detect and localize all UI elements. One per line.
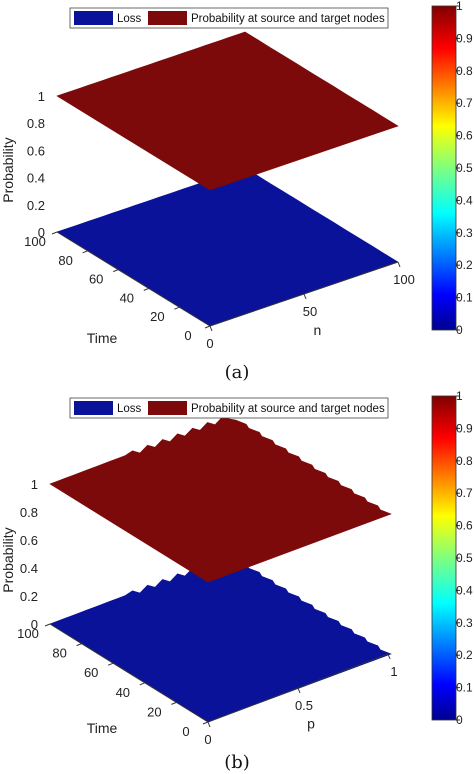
colorbar-tick-label: 1	[456, 389, 463, 403]
colorbar-tick-label: 1	[456, 0, 463, 13]
colorbar-tick-label: 0.8	[456, 64, 473, 78]
prob-tick-label: 0.2	[20, 589, 38, 604]
colorbar-tick-label: 0	[456, 323, 463, 337]
prob-tick-label: 0.8	[27, 116, 45, 131]
panel-a: 100 80 60 40 20 0 Time 0 50 100 n 0 0.2 0.4 0.6 0.8 1 Pro…	[0, 0, 473, 383]
colorbar-tick-label: 0.1	[456, 681, 473, 695]
colorbar-tick-label: 0.7	[456, 96, 473, 110]
time-tick-mark	[202, 721, 209, 725]
prob-tick-label: 0	[31, 617, 38, 632]
prob-tick-label: 0.4	[20, 561, 38, 576]
surface-probability	[56, 31, 399, 191]
legend-swatch-loss	[74, 401, 113, 415]
panel-b: 100 80 60 40 20 0 Time 0 0.5 1 p 0 0.2 0.4 0.6 0.8 1 Prob…	[0, 389, 473, 773]
surface-probability	[49, 416, 392, 583]
surface-loss	[49, 556, 392, 723]
time-tick-mark	[139, 682, 145, 686]
time-tick-label: 40	[120, 290, 134, 305]
p-tick-label: 50	[303, 304, 317, 319]
time-tick-label: 0	[182, 724, 189, 739]
colorbar-tick-label: 0.6	[456, 129, 473, 143]
time-tick-label: 60	[84, 665, 98, 680]
time-tick-label: 20	[147, 704, 161, 719]
legend: Loss Probability at source and target nod…	[69, 7, 389, 29]
prob-axis-label: Probability	[0, 527, 16, 592]
p-tick-label: 0.5	[295, 698, 313, 713]
legend-swatch-loss	[74, 11, 113, 25]
time-tick-mark	[204, 325, 211, 329]
colorbar-tick-label: 0.5	[456, 551, 473, 565]
time-tick-label: 60	[89, 272, 103, 287]
colorbar-tick-label: 0.9	[456, 421, 473, 435]
p-tick-mark	[297, 687, 301, 694]
prob-tick-label: 1	[38, 89, 45, 104]
colorbar-tick-label: 0.9	[456, 31, 473, 45]
time-tick-mark	[108, 662, 114, 666]
p-tick-label: 100	[393, 272, 415, 287]
time-axis-label: Time	[87, 330, 118, 346]
time-tick-label: 80	[58, 253, 72, 268]
colorbar-tick-label: 0.6	[456, 519, 473, 533]
p-tick-mark	[397, 261, 401, 268]
prob-tick-label: 0.8	[20, 505, 38, 520]
time-tick-mark	[76, 643, 82, 647]
legend-label-loss: Loss	[117, 403, 142, 415]
colorbar-tick-label: 0.2	[456, 258, 473, 272]
surface-loss	[56, 167, 399, 327]
prob-tick-label: 0.2	[27, 198, 45, 213]
legend-swatch-probability	[148, 401, 187, 415]
p-tick-mark	[207, 721, 211, 728]
legend-label-loss: Loss	[117, 13, 142, 25]
colorbar-tick-label: 0.8	[456, 454, 473, 468]
legend-label-probability: Probability at source and target nodes	[191, 403, 385, 415]
time-tick-label: 100	[17, 626, 39, 641]
time-tick-label: 20	[150, 309, 164, 324]
time-tick-label: 80	[52, 646, 66, 661]
time-tick-label: 100	[24, 234, 46, 249]
prob-tick-label: 0.4	[27, 171, 45, 186]
panel-caption: (b)	[224, 752, 250, 773]
colorbar-tick-label: 0	[456, 713, 463, 727]
prob-tick-label: 0.6	[27, 143, 45, 158]
colorbar-tick-label: 0.4	[456, 193, 473, 207]
p-tick-label: 0	[206, 336, 213, 351]
prob-tick-label: 0	[38, 225, 45, 240]
legend-label-probability: Probability at source and target nodes	[191, 13, 385, 25]
p-tick-mark	[303, 293, 307, 300]
time-tick-mark	[82, 250, 88, 254]
p-axis-label: p	[307, 716, 315, 732]
colorbar	[431, 5, 457, 331]
colorbar-tick-label: 0.4	[456, 583, 473, 597]
time-tick-label: 40	[116, 685, 130, 700]
colorbar-tick-label: 0.3	[456, 616, 473, 630]
time-tick-mark	[44, 623, 51, 627]
legend-swatch-probability	[148, 11, 187, 25]
time-tick-mark	[143, 287, 149, 291]
prob-tick-label: 0.6	[20, 533, 38, 548]
time-tick-mark	[171, 701, 177, 705]
p-axis-label: n	[314, 322, 322, 338]
colorbar-tick-label: 0.7	[456, 486, 473, 500]
colorbar-tick-label: 0.1	[456, 291, 473, 305]
p-tick-mark	[387, 653, 391, 660]
time-axis-label: Time	[87, 720, 118, 736]
time-axis	[56, 231, 211, 327]
time-tick-label: 0	[184, 328, 191, 343]
time-tick-mark	[174, 306, 180, 310]
colorbar-tick-label: 0.3	[456, 226, 473, 240]
time-tick-mark	[51, 231, 58, 235]
p-tick-label: 0	[204, 732, 211, 747]
colorbar-tick-label: 0.2	[456, 648, 473, 662]
prob-axis-label: Probability	[0, 137, 16, 202]
p-tick-label: 1	[390, 664, 397, 679]
colorbar	[431, 395, 457, 721]
prob-tick-label: 1	[31, 477, 38, 492]
time-tick-mark	[113, 269, 119, 273]
time-axis	[49, 623, 209, 723]
colorbar-tick-label: 0.5	[456, 161, 473, 175]
p-tick-mark	[209, 325, 213, 332]
panel-caption: (a)	[225, 362, 250, 383]
legend: Loss Probability at source and target nod…	[69, 397, 389, 419]
